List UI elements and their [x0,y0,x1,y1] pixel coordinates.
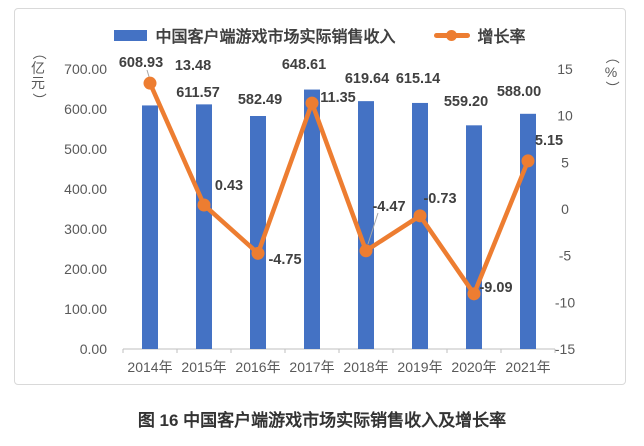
legend-bar-swatch-icon [114,29,148,41]
axis-title-char: % [604,63,618,80]
chart-legend: 中国客户端游戏市场实际销售收入 增长率 [15,23,625,47]
growth-line [147,80,531,297]
bar-value-label: 648.61 [282,57,326,73]
growth-point-2015年 [197,198,211,212]
growth-value-label: 0.43 [215,178,243,194]
legend-revenue-label: 中国客户端游戏市场实际销售收入 [155,29,396,46]
figure-caption: 图 16 中国客户端游戏市场实际销售收入及增长率 [137,411,507,430]
legend-line-marker-icon [446,29,457,41]
growth-point-2020年 [467,287,481,301]
right-axis-tick-label: 15 [557,61,573,77]
bar-2021年 [520,113,536,349]
x-axis-label: 2015年 [181,359,226,375]
x-axis-label: 2019年 [397,359,442,375]
bar-2015年 [196,104,212,349]
x-axis-label: 2014年 [127,359,172,375]
bar-2019年 [412,102,428,349]
bar-value-label: 615.14 [396,71,440,87]
x-axis-label: 2017年 [289,359,334,375]
growth-value-label: -4.75 [268,252,301,268]
right-axis-tick-label: -5 [559,248,572,264]
plot-svg: 0.00 100.00 200.00 300.00 400.00 500.00 600.00… [64,55,575,375]
label-leader-line [367,212,379,245]
left-axis-tick-label: 0.00 [80,341,107,357]
right-axis-tick-label: 10 [557,108,573,124]
axis-title-char: 元 [31,75,45,92]
axis-title-char: （ [30,45,47,60]
legend-item-growth: 增长率 [433,23,526,47]
bar-2018年 [358,101,374,349]
growth-point-2017年 [305,96,319,110]
bar-2020年 [466,125,482,349]
bar-2016年 [250,116,266,349]
growth-point-2019年 [413,209,427,223]
growth-point-2014年 [143,76,157,90]
x-axis-label: 2018年 [343,359,388,375]
bar-value-label: 559.20 [444,94,488,110]
left-axis-tick-label: 300.00 [64,221,107,237]
legend-growth-label: 增长率 [477,29,526,46]
right-axis-tick-label: -15 [555,341,575,357]
growth-value-label: 13.48 [175,58,211,74]
right-axis-tick-label: 0 [561,201,569,217]
bar-value-label: 588.00 [497,84,541,100]
growth-value-label: 11.35 [320,90,356,106]
left-axis-tick-label: 600.00 [64,101,107,117]
legend-line-swatch-icon [433,29,470,41]
legend-item-revenue: 中国客户端游戏市场实际销售收入 [114,23,396,47]
growth-value-label: -0.73 [423,191,456,207]
x-axis-label: 2020年 [451,359,496,375]
growth-value-label: -9.09 [479,280,512,296]
bar-value-label: 611.57 [176,85,220,101]
left-axis-tick-label: 100.00 [64,301,107,317]
left-axis-tick-label: 700.00 [64,61,107,77]
right-axis-tick-label: -10 [555,294,575,310]
chart-area: 中国客户端游戏市场实际销售收入 增长率 （亿元） （%） 0.00 100.00 2… [14,8,626,385]
axis-title-char: （ [603,49,620,64]
bar-value-label: 619.64 [345,71,389,87]
bar-value-label: 608.93 [119,55,163,71]
axis-title-char: ） [603,81,620,96]
growth-point-2016年 [251,246,265,260]
left-axis-tick-label: 400.00 [64,181,107,197]
axis-title-char: 亿 [31,59,45,76]
growth-value-label: 5.15 [535,133,563,149]
left-axis-tick-label: 200.00 [64,261,107,277]
right-axis-title: （%） [603,49,620,96]
bar-2017年 [304,89,320,349]
x-axis-label: 2021年 [505,359,550,375]
x-axis-label: 2016年 [235,359,280,375]
growth-value-label: -4.47 [372,199,405,215]
bar-value-label: 582.49 [238,92,282,108]
right-axis-tick-label: 5 [561,154,569,170]
growth-point-2021年 [521,154,535,168]
bar-2014年 [142,105,158,349]
growth-point-2018年 [359,244,373,258]
left-axis-tick-label: 500.00 [64,141,107,157]
left-axis-title: （亿元） [30,45,47,108]
axis-title-char: ） [30,92,47,107]
